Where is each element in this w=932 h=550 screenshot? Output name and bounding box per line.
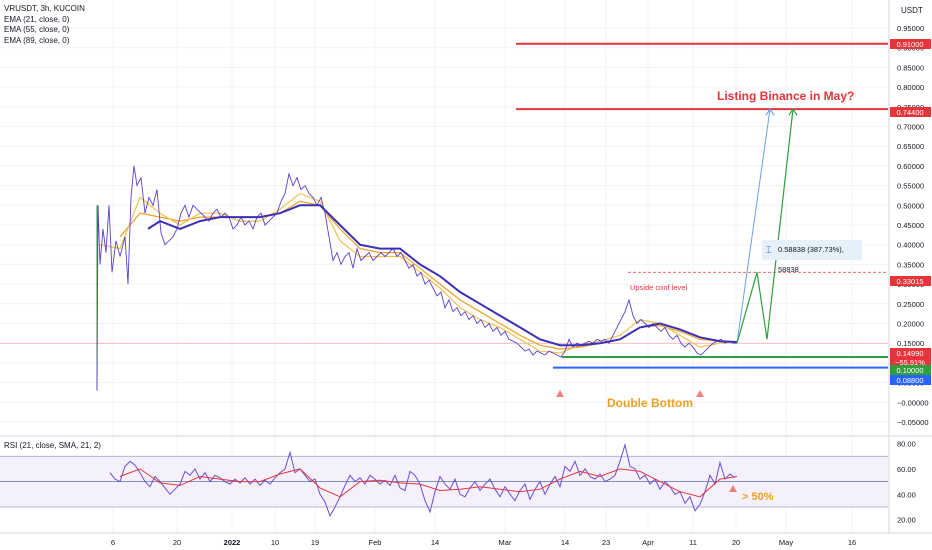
- price-label-box: [890, 375, 931, 385]
- price-tick-label: 0.35000: [897, 260, 924, 269]
- rsi-annotation: > 50%: [742, 491, 774, 503]
- price-tick-label: 0.40000: [897, 241, 924, 250]
- double-bottom-marker: [696, 390, 704, 397]
- upside-annotation: Upside conf level: [630, 283, 688, 292]
- time-tick-label: Apr: [642, 538, 654, 547]
- rsi-pane: [0, 442, 888, 518]
- price-label-text: 0.14990: [896, 349, 923, 358]
- time-tick-label: 20: [173, 538, 181, 547]
- price-label-box: [890, 348, 931, 358]
- arrow-green-head: [788, 108, 798, 116]
- rsi-tick-label: 60.00: [897, 465, 916, 474]
- arrow-blue-head: [765, 108, 775, 116]
- legend-ema-89[interactable]: EMA (89, close, 0): [4, 35, 70, 45]
- time-tick-label: May: [779, 538, 793, 547]
- rsi-ma-line: [119, 468, 738, 498]
- double-bottom-marker: [556, 390, 564, 397]
- horizontal-levels: [0, 42, 888, 369]
- ema-89-line: [147, 204, 738, 347]
- price-tick-label: 0.20000: [897, 320, 924, 329]
- legend-symbol[interactable]: VRUSDT, 3h, KUCOIN: [4, 4, 85, 13]
- time-tick-label: 14: [431, 538, 439, 547]
- measure-icon: ⌶: [766, 245, 772, 255]
- time-tick-label: 2022: [224, 538, 241, 547]
- grid: [0, 0, 888, 533]
- price-tick-label: 0.60000: [897, 162, 924, 171]
- price-label-box: [890, 365, 931, 375]
- rsi-legend[interactable]: RSI (21, close, SMA, 21, 2): [4, 441, 101, 450]
- time-tick-label: 20: [732, 538, 740, 547]
- price-tick-label: 0.65000: [897, 142, 924, 151]
- time-tick-label: 6: [111, 538, 115, 547]
- price-label-text: 0.74400: [896, 108, 923, 117]
- price-label-box: [890, 39, 931, 49]
- price-tick-label: 0.15000: [897, 339, 924, 348]
- price-label-box: [890, 357, 931, 367]
- listing-annotation: Listing Binance in May?: [717, 89, 855, 103]
- time-tick-label: Mar: [499, 538, 512, 547]
- price-label-text: 0.91000: [896, 40, 923, 49]
- rsi-tick-label: 40.00: [897, 490, 916, 499]
- time-tick-label: 14: [561, 538, 569, 547]
- price-tick-label: −0.00000: [897, 398, 929, 407]
- price-label-text: 0.08800: [896, 376, 923, 385]
- price-tick-label: 0.25000: [897, 300, 924, 309]
- legend-ema-21[interactable]: EMA (21, close, 0): [4, 14, 70, 24]
- time-tick-label: Feb: [369, 538, 382, 547]
- chart-marks: 0.91000 0.74400 0.33015 0.14990−55.91%0.100…: [556, 39, 931, 492]
- time-tick-label: 10: [271, 538, 279, 547]
- price-tick-label: 0.95000: [897, 24, 924, 33]
- price-range-measure[interactable]: ⌶ 0.58838 (387.73%), 58838: [762, 240, 862, 274]
- price-tick-label: 0.85000: [897, 63, 924, 72]
- price-tick-label: −0.05000: [897, 418, 929, 427]
- projection-blue: [736, 109, 771, 344]
- rsi-tick-label: 20.00: [897, 516, 916, 525]
- price-line: [96, 165, 737, 391]
- price-label-text: 0.33015: [896, 277, 923, 286]
- measure-label: 0.58838 (387.73%), 58838: [778, 245, 844, 274]
- double-bottom-annotation: Double Bottom: [607, 396, 693, 410]
- time-tick-label: 23: [602, 538, 610, 547]
- price-tick-label: 0.45000: [897, 221, 924, 230]
- price-tick-label: 0.55000: [897, 182, 924, 191]
- price-tick-label: 0.80000: [897, 83, 924, 92]
- time-tick-label: 19: [311, 538, 319, 547]
- price-tick-label: 0.70000: [897, 123, 924, 132]
- ema-21-line: [99, 192, 738, 354]
- price-tick-label: 0.50000: [897, 201, 924, 210]
- legend-ema-55[interactable]: EMA (55, close, 0): [4, 25, 70, 34]
- rsi-line: [109, 442, 736, 518]
- time-tick-label: 11: [689, 538, 697, 547]
- price-series: [96, 108, 798, 391]
- symbol-legend: VRUSDT, 3h, KUCOIN EMA (21, close, 0) EM…: [4, 4, 85, 46]
- price-label-text: 0.10000: [896, 366, 923, 375]
- price-label-box: [890, 276, 931, 286]
- price-label-box: [890, 107, 931, 117]
- price-label-text: −55.91%: [895, 358, 925, 367]
- projection-green: [736, 109, 794, 344]
- rsi-marker: [729, 485, 737, 492]
- rsi-tick-label: 80.00: [897, 440, 916, 449]
- axis-unit: USDT: [901, 6, 923, 15]
- time-tick-label: 16: [848, 538, 856, 547]
